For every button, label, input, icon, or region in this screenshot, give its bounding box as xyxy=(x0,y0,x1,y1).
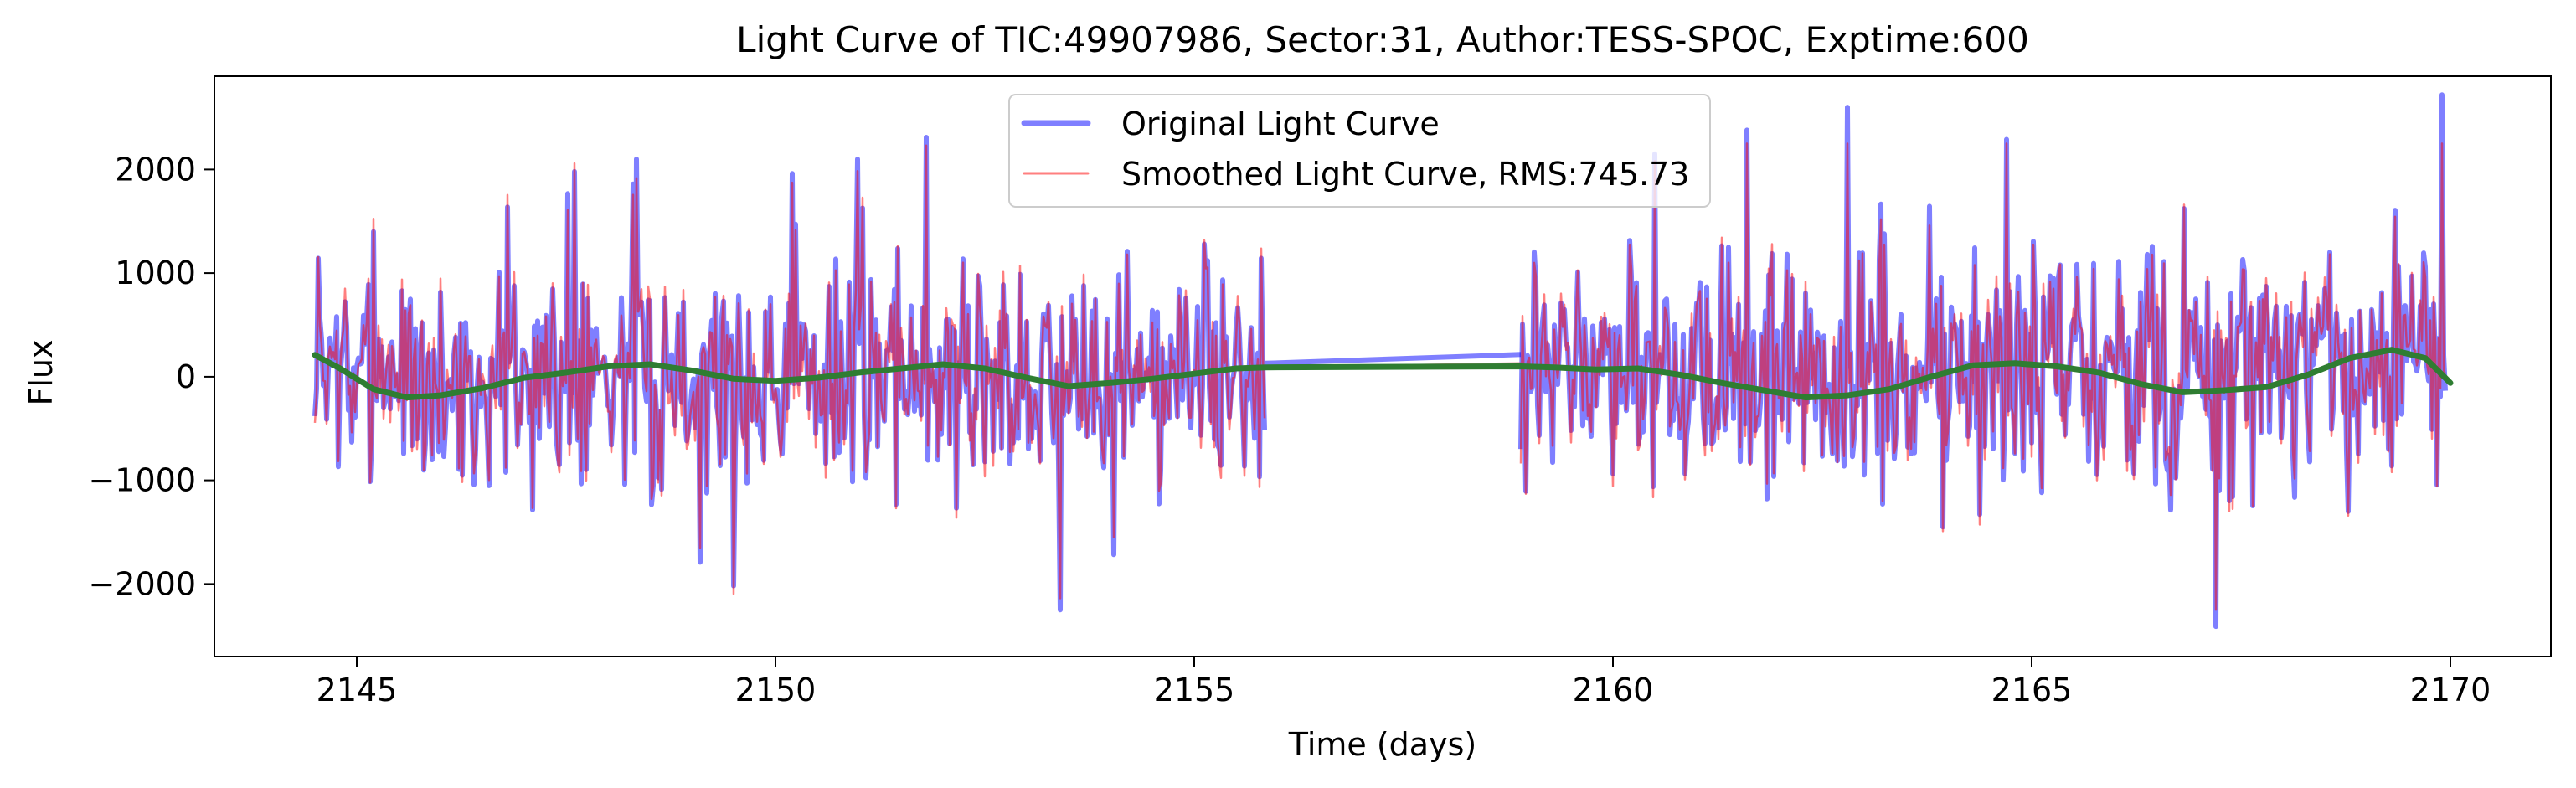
y-tick-label: 1000 xyxy=(115,255,196,291)
series-trend-line xyxy=(312,347,2454,401)
y-axis: −2000 −1000 0 1000 2000 xyxy=(88,151,214,602)
x-axis-label: Time (days) xyxy=(1288,726,1476,763)
x-tick-label: 2145 xyxy=(317,672,398,708)
y-tick-label: −1000 xyxy=(88,462,196,499)
x-tick-label: 2165 xyxy=(1991,672,2073,708)
smoothed-light-curve-line xyxy=(313,142,2447,611)
legend-frame xyxy=(1008,94,1711,208)
y-tick-label: −2000 xyxy=(88,565,196,602)
x-axis: 2145 2150 2155 2160 2165 2170 xyxy=(317,657,2491,708)
plot-frame xyxy=(214,75,2552,657)
y-tick-label: 0 xyxy=(176,358,196,395)
legend-label-original: Original Light Curve xyxy=(1121,106,1440,142)
x-tick-label: 2150 xyxy=(735,672,817,708)
legend-label-smoothed: Smoothed Light Curve, RMS:745.73 xyxy=(1121,156,1689,193)
chart-title: Light Curve of TIC:49907986, Sector:31, … xyxy=(736,19,2029,60)
legend: Original Light Curve Smoothed Light Curv… xyxy=(1008,94,1711,208)
y-tick-label: 2000 xyxy=(115,151,196,188)
x-tick-label: 2160 xyxy=(1573,672,1654,708)
x-tick-label: 2155 xyxy=(1154,672,1235,708)
original-gap-line xyxy=(1265,352,1522,366)
x-tick-label: 2170 xyxy=(2410,672,2491,708)
trend-line xyxy=(312,347,2454,401)
y-axis-label: Flux xyxy=(23,340,59,406)
